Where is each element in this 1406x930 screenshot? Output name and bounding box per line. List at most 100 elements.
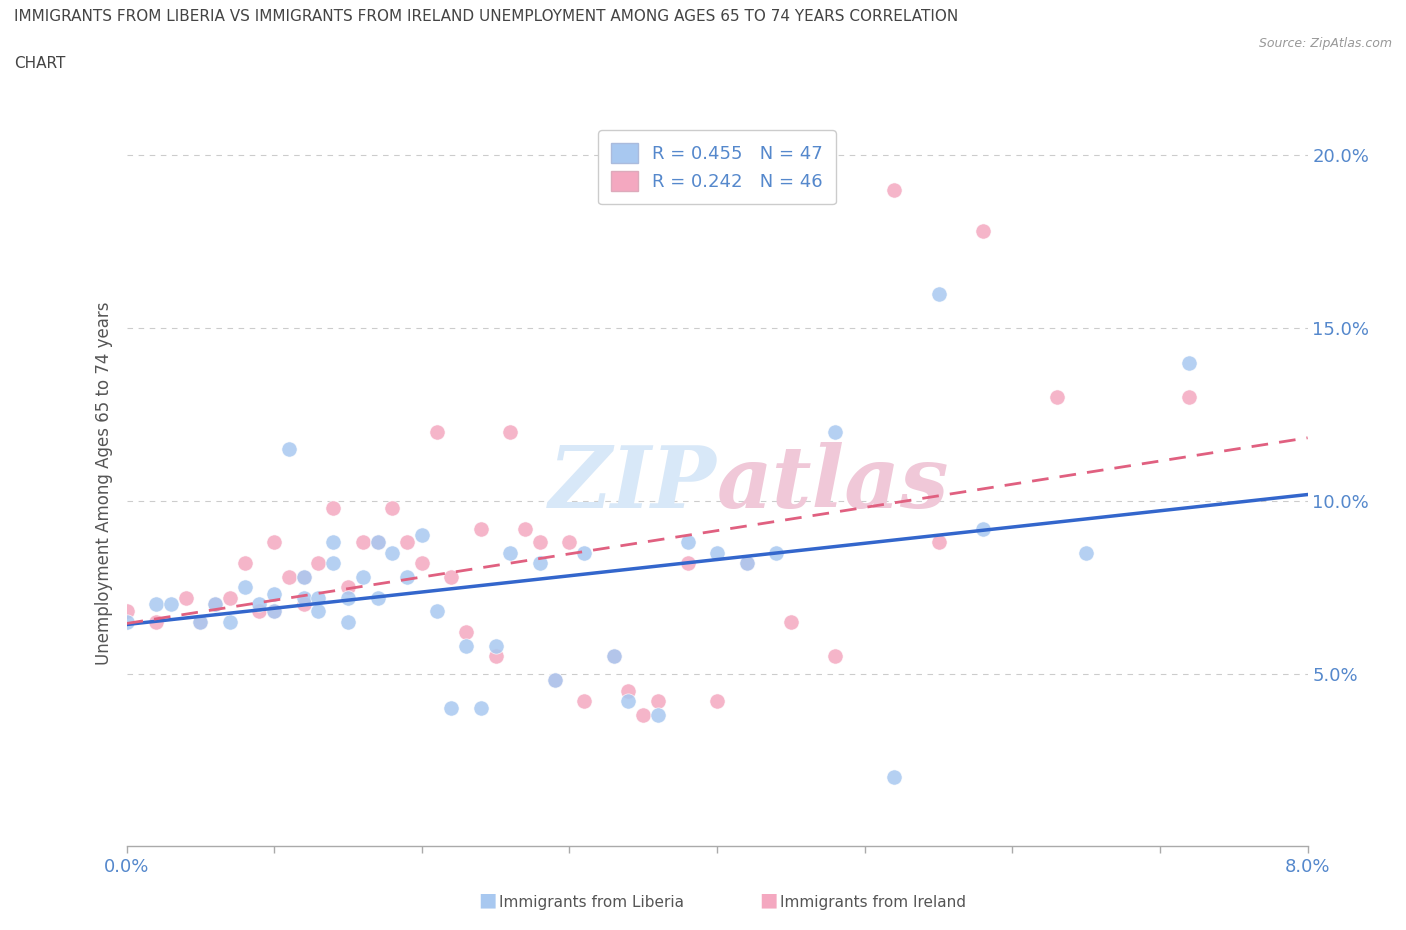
Text: atlas: atlas xyxy=(717,442,949,525)
Y-axis label: Unemployment Among Ages 65 to 74 years: Unemployment Among Ages 65 to 74 years xyxy=(94,302,112,665)
Point xyxy=(278,569,301,584)
Point xyxy=(529,535,551,550)
Point xyxy=(366,591,388,605)
Legend: R = 0.455   N = 47, R = 0.242   N = 46: R = 0.455 N = 47, R = 0.242 N = 46 xyxy=(599,130,835,205)
Point xyxy=(188,615,211,630)
Point xyxy=(322,535,344,550)
Point xyxy=(617,694,640,709)
Point xyxy=(824,649,846,664)
Point xyxy=(515,521,537,536)
Point xyxy=(381,545,404,560)
Point xyxy=(396,569,419,584)
Point xyxy=(1178,355,1201,370)
Point xyxy=(219,591,242,605)
Point xyxy=(233,555,256,570)
Point xyxy=(381,500,404,515)
Point xyxy=(440,569,463,584)
Point xyxy=(706,694,728,709)
Point xyxy=(484,649,508,664)
Point xyxy=(263,604,285,618)
Point xyxy=(543,673,565,688)
Point xyxy=(278,442,301,457)
Point xyxy=(145,597,167,612)
Point xyxy=(928,286,950,301)
Text: CHART: CHART xyxy=(14,56,66,71)
Point xyxy=(307,604,329,618)
Point xyxy=(425,604,447,618)
Point xyxy=(292,569,315,584)
Point xyxy=(247,604,270,618)
Point xyxy=(529,555,551,570)
Point xyxy=(352,569,374,584)
Point xyxy=(633,708,655,723)
Point xyxy=(499,424,522,439)
Point xyxy=(883,182,905,197)
Point xyxy=(174,591,197,605)
Point xyxy=(322,555,344,570)
Point xyxy=(263,604,285,618)
Point xyxy=(160,597,183,612)
Point xyxy=(366,535,388,550)
Point xyxy=(706,545,728,560)
Point xyxy=(292,591,315,605)
Point xyxy=(337,615,360,630)
Text: ■: ■ xyxy=(759,891,778,910)
Point xyxy=(647,708,669,723)
Point xyxy=(411,528,433,543)
Point xyxy=(735,555,758,570)
Point xyxy=(765,545,787,560)
Point xyxy=(454,639,477,654)
Point xyxy=(972,224,994,239)
Point xyxy=(233,579,256,594)
Point xyxy=(337,591,360,605)
Point xyxy=(204,597,226,612)
Point xyxy=(366,535,388,550)
Point xyxy=(603,649,626,664)
Point xyxy=(543,673,565,688)
Point xyxy=(574,694,596,709)
Point xyxy=(735,555,758,570)
Point xyxy=(219,615,242,630)
Point xyxy=(574,545,596,560)
Text: ZIP: ZIP xyxy=(550,442,717,525)
Text: IMMIGRANTS FROM LIBERIA VS IMMIGRANTS FROM IRELAND UNEMPLOYMENT AMONG AGES 65 TO: IMMIGRANTS FROM LIBERIA VS IMMIGRANTS FR… xyxy=(14,9,959,24)
Point xyxy=(263,535,285,550)
Point xyxy=(425,424,447,439)
Point xyxy=(145,615,167,630)
Point xyxy=(484,639,508,654)
Point xyxy=(115,615,138,630)
Point xyxy=(352,535,374,550)
Text: Source: ZipAtlas.com: Source: ZipAtlas.com xyxy=(1258,37,1392,50)
Point xyxy=(470,521,492,536)
Point xyxy=(676,535,699,550)
Point xyxy=(307,555,329,570)
Point xyxy=(247,597,270,612)
Point xyxy=(263,587,285,602)
Point xyxy=(1045,390,1069,405)
Text: Immigrants from Liberia: Immigrants from Liberia xyxy=(499,895,685,910)
Point xyxy=(499,545,522,560)
Point xyxy=(396,535,419,550)
Point xyxy=(454,625,477,640)
Point xyxy=(292,569,315,584)
Point xyxy=(204,597,226,612)
Point xyxy=(824,424,846,439)
Point xyxy=(337,579,360,594)
Point xyxy=(115,604,138,618)
Point xyxy=(1178,390,1201,405)
Point xyxy=(617,684,640,698)
Point xyxy=(883,770,905,785)
Point xyxy=(603,649,626,664)
Point xyxy=(1076,545,1098,560)
Text: ■: ■ xyxy=(478,891,496,910)
Point xyxy=(470,700,492,715)
Point xyxy=(188,615,211,630)
Point xyxy=(972,521,994,536)
Point xyxy=(558,535,581,550)
Point xyxy=(292,597,315,612)
Point xyxy=(676,555,699,570)
Point xyxy=(411,555,433,570)
Point xyxy=(322,500,344,515)
Point xyxy=(779,615,801,630)
Point xyxy=(647,694,669,709)
